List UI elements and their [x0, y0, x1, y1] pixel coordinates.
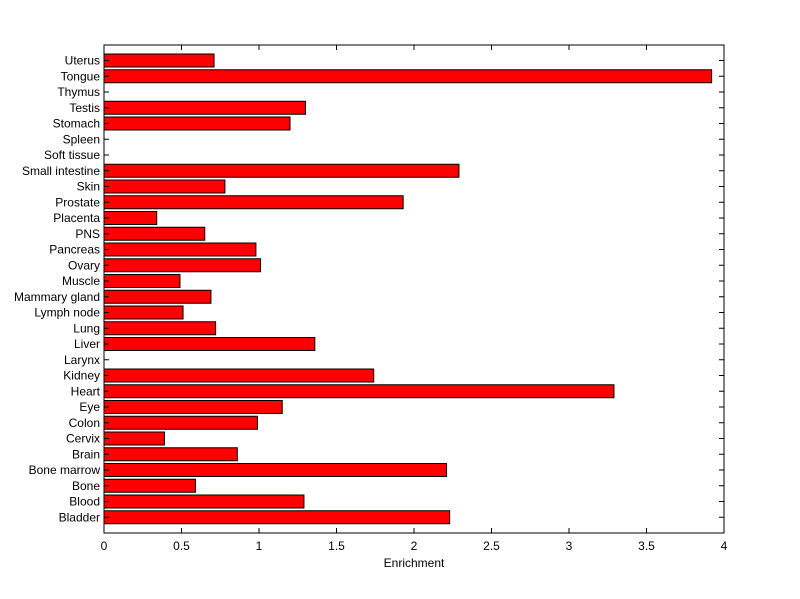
bar-pns: [103, 226, 206, 241]
x-tick-label: 3: [566, 539, 573, 553]
y-tick-label: Pancreas: [49, 243, 100, 257]
y-tick-label: Muscle: [62, 274, 100, 288]
y-tick-label: Skin: [77, 180, 100, 194]
bar-bone: [103, 478, 196, 493]
x-tick-label: 0: [101, 539, 108, 553]
bar-blood: [103, 494, 305, 509]
x-tick-label: 2: [411, 539, 418, 553]
bar-cervix: [103, 431, 165, 446]
y-tick-label: Kidney: [63, 369, 100, 383]
x-tick-label: 2.5: [483, 539, 500, 553]
y-tick-label: Heart: [71, 384, 101, 398]
bar-skin: [103, 179, 226, 194]
bar-stomach: [103, 116, 291, 131]
x-tick-label: 1.5: [328, 539, 345, 553]
bar-brain: [103, 447, 238, 462]
bar-colon: [103, 415, 258, 430]
y-tick-label: Spleen: [63, 132, 100, 146]
y-tick-label: Bone: [72, 479, 100, 493]
x-tick-label: 1: [256, 539, 263, 553]
y-tick-label: Thymus: [57, 85, 100, 99]
x-tick-label: 3.5: [638, 539, 655, 553]
y-tick-label: Liver: [74, 337, 100, 351]
y-tick-label: Colon: [69, 416, 100, 430]
y-tick-label: Ovary: [68, 258, 100, 272]
bar-liver: [103, 337, 316, 351]
y-tick-label: Brain: [72, 447, 100, 461]
bar-placenta: [103, 211, 158, 225]
bar-bone-marrow: [103, 463, 448, 477]
y-tick-label: Lymph node: [34, 306, 100, 320]
bar-small-intestine: [103, 163, 460, 178]
bar-ovary: [103, 258, 262, 273]
y-tick-label: Bladder: [59, 510, 100, 524]
y-tick-label: Blood: [69, 495, 100, 509]
y-tick-label: Placenta: [53, 211, 100, 225]
y-tick-label: Tongue: [61, 69, 101, 83]
bar-eye: [103, 400, 283, 414]
y-tick-label: Stomach: [53, 117, 100, 131]
bar-muscle: [103, 274, 181, 288]
y-tick-label: Bone marrow: [29, 463, 101, 477]
x-axis-title: Enrichment: [384, 556, 445, 570]
bar-prostate: [103, 195, 404, 210]
y-tick-label: Uterus: [65, 54, 100, 68]
plot-frame: [103, 44, 725, 534]
x-axis-ticks: 0 0.5 1 1.5 2 2.5 3 3.5 4: [101, 45, 728, 553]
bar-bladder: [103, 510, 451, 525]
bar-testis: [103, 100, 306, 115]
y-tick-label: Lung: [73, 321, 100, 335]
bar-heart: [103, 384, 615, 399]
bar-pancreas: [103, 242, 257, 257]
y-tick-label: Cervix: [66, 432, 100, 446]
y-tick-label: Mammary gland: [14, 290, 100, 304]
bar-uterus: [103, 53, 215, 68]
y-tick-label: Prostate: [55, 195, 100, 209]
y-tick-label: PNS: [75, 227, 100, 241]
bar-mammary-gland: [103, 289, 212, 304]
x-tick-label: 0.5: [173, 539, 190, 553]
bar-lymph-node: [103, 305, 184, 320]
y-tick-label: Eye: [79, 400, 100, 414]
bar-lung: [103, 321, 217, 336]
bar-kidney: [103, 368, 375, 383]
y-tick-label: Testis: [69, 101, 100, 115]
y-tick-label: Soft tissue: [44, 148, 100, 162]
y-tick-label: Small intestine: [22, 164, 100, 178]
y-tick-label: Larynx: [64, 353, 100, 367]
bar-tongue: [103, 69, 713, 84]
x-tick-label: 4: [721, 539, 728, 553]
